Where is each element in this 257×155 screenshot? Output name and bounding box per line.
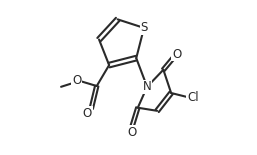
Text: O: O [72, 74, 81, 87]
Text: Cl: Cl [187, 91, 199, 104]
Text: S: S [140, 21, 148, 34]
Text: O: O [127, 126, 136, 139]
Text: O: O [172, 48, 181, 61]
Text: N: N [143, 80, 151, 93]
Text: O: O [83, 107, 92, 120]
